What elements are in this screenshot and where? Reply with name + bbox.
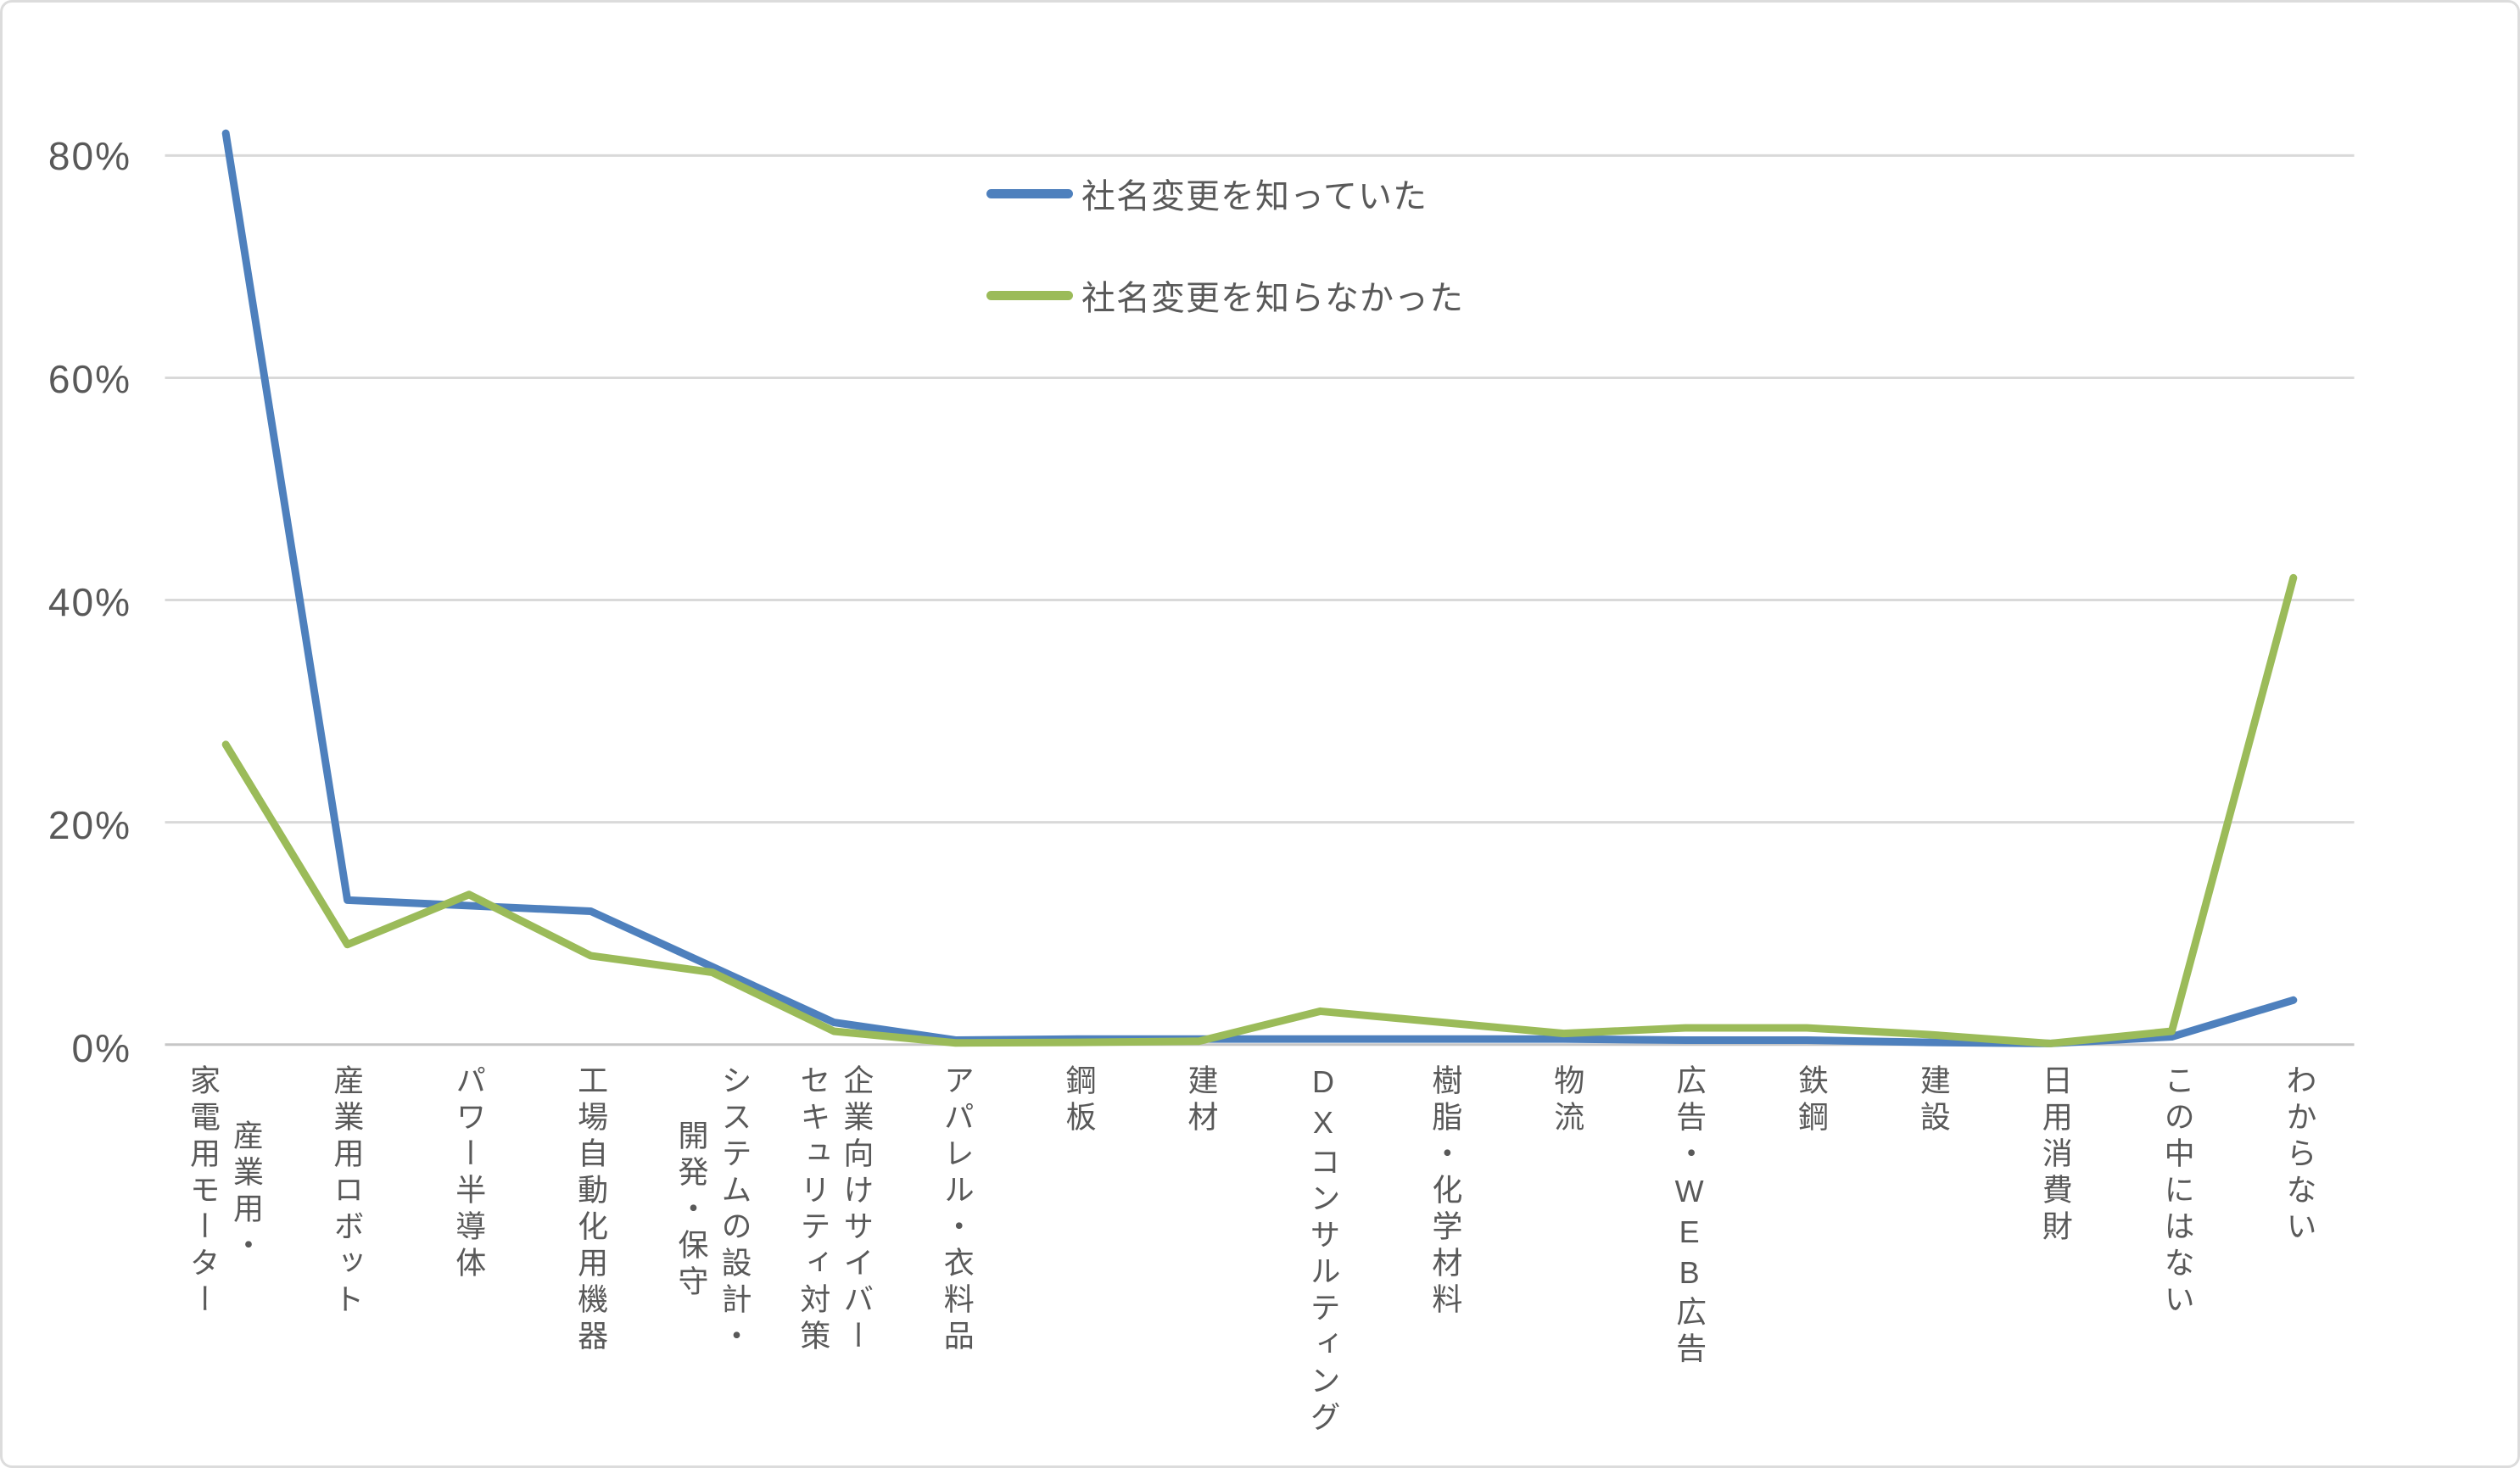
x-axis-label: 樹脂・化学材料: [1423, 1064, 1467, 1320]
x-axis-label-line: 企業向けサイバー: [839, 1064, 874, 1356]
x-axis-label: 企業向けサイバー セキュリティ対策: [791, 1064, 878, 1356]
x-axis-label: アパレル・衣料品: [936, 1064, 979, 1356]
x-axis-label: システムの設計・ 開発・保守: [670, 1064, 757, 1356]
x-axis-label: DXコンサルティング: [1301, 1064, 1344, 1437]
x-axis-label-line: パワー半導体: [451, 1064, 487, 1283]
y-axis-tick-label: 40%: [47, 580, 131, 624]
legend-line-swatch-blue: [986, 188, 1073, 198]
x-axis-label: 建材: [1180, 1064, 1223, 1137]
x-axis-label: 産業用ロボット: [325, 1064, 368, 1320]
x-axis-label-line: わからない: [2282, 1064, 2317, 1247]
y-axis-tick-label: 0%: [71, 1026, 131, 1070]
x-axis-label-line: 開発・保守: [673, 1119, 709, 1302]
x-axis-label: 鉄鋼: [1790, 1064, 1833, 1137]
x-axis-label-line: セキュリティ対策: [796, 1064, 831, 1356]
legend-line-swatch-green: [986, 290, 1073, 300]
legend-item-did-not-know-of-rename: 社名変更を知らなかった: [986, 271, 1464, 320]
x-axis-label-line: 日用消費財: [2037, 1064, 2073, 1247]
legend-item-knew-of-rename: 社名変更を知っていた: [986, 169, 1464, 218]
legend-label: 社名変更を知らなかった: [1081, 280, 1464, 317]
x-axis-label: 日用消費財: [2034, 1064, 2077, 1247]
series-line-0: [221, 129, 2298, 1047]
x-axis-label: パワー半導体: [447, 1064, 490, 1283]
x-axis-label-line: DXコンサルティング: [1305, 1064, 1341, 1437]
legend-label: 社名変更を知っていた: [1081, 178, 1428, 215]
x-axis-label: 鋼板: [1058, 1064, 1101, 1137]
x-axis-label-line: この中にはない: [2160, 1064, 2195, 1320]
x-axis-label-line: 工場自動化用機器: [573, 1064, 609, 1356]
x-axis-label: この中にはない: [2156, 1064, 2199, 1320]
x-axis-label-line: 広告・WEB広告: [1672, 1064, 1707, 1369]
x-axis-label: 物流: [1545, 1064, 1589, 1137]
x-axis-label-line: システムの設計・: [717, 1064, 752, 1356]
x-axis-label-line: 物流: [1550, 1064, 1585, 1137]
plot-area: [165, 129, 2355, 1047]
x-axis-label-line: 建設: [1915, 1064, 1951, 1137]
x-axis-label-line: 鋼板: [1061, 1064, 1097, 1137]
chart-legend: 社名変更を知っていた 社名変更を知らなかった: [986, 169, 1464, 320]
x-axis-label-line: 建材: [1183, 1064, 1219, 1137]
x-axis-label: 建設: [1912, 1064, 1955, 1137]
x-axis-label: 工場自動化用機器: [569, 1064, 612, 1356]
x-axis-label-line: 家電用モーター: [185, 1064, 221, 1320]
x-axis-label: わからない: [2278, 1064, 2322, 1247]
x-axis-label-line: 鉄鋼: [1794, 1064, 1829, 1137]
x-axis-label-line: アパレル・衣料品: [939, 1064, 975, 1356]
series-line-1: [221, 573, 2298, 1047]
y-axis-tick-label: 80%: [47, 134, 131, 178]
x-axis-label: 産業用・ 家電用モーター: [182, 1064, 268, 1320]
x-axis-label-line: 産業用・: [228, 1119, 264, 1265]
x-axis-label-line: 樹脂・化学材料: [1428, 1064, 1463, 1320]
x-axis-label: 広告・WEB広告: [1668, 1064, 1711, 1369]
x-axis-label-line: 産業用ロボット: [329, 1064, 365, 1320]
y-axis-tick-label: 60%: [47, 357, 131, 401]
y-axis-tick-label: 20%: [47, 803, 131, 847]
